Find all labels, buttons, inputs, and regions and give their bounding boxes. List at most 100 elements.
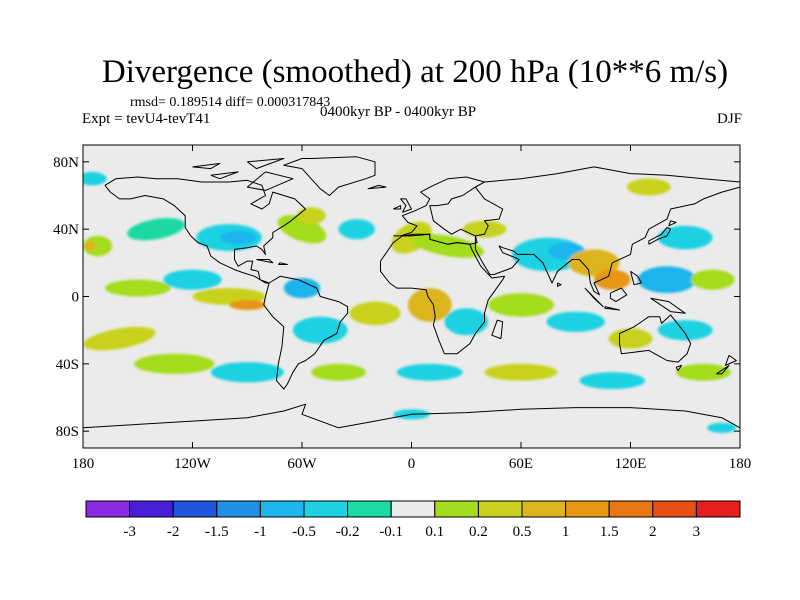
colorbar-swatch-1 — [129, 500, 174, 518]
colorbar-label-9: 0.5 — [513, 524, 532, 540]
coastline-23 — [246, 171, 294, 191]
field-blob-28 — [546, 311, 605, 332]
colorbar-label-13: 3 — [693, 524, 701, 540]
colorbar-label-10: 1 — [562, 524, 570, 540]
field-blob-9 — [412, 234, 484, 258]
field-blob-34 — [311, 363, 366, 381]
field-blob-16 — [637, 266, 697, 294]
colorbar-swatch-12 — [608, 500, 654, 518]
field-blob-31 — [83, 326, 156, 351]
field-blob-15 — [657, 225, 713, 250]
field-blob-10 — [462, 220, 507, 238]
coastline-13 — [668, 220, 677, 227]
field-blob-7 — [338, 219, 375, 240]
coastlines — [83, 156, 740, 429]
colorbar-label-1: -2 — [167, 524, 180, 540]
field-blob-14 — [594, 269, 631, 290]
colorbar: -3 -2 -1.5 -1 -0.5 -0.2 -0.1 0.1 0.2 0.5 1 1.5 2 3 — [85, 500, 741, 540]
coastline-17 — [491, 319, 504, 340]
coastline-15 — [393, 205, 402, 210]
x-tick-label-3: 0 — [408, 456, 416, 472]
coastline-22 — [277, 262, 288, 265]
coastline-26 — [247, 158, 285, 170]
coastline-7 — [83, 403, 740, 429]
coastline-28 — [675, 365, 683, 372]
colorbar-swatch-7 — [390, 500, 436, 518]
colorbar-swatch-11 — [565, 500, 610, 518]
coastline-20 — [716, 365, 730, 375]
colorbar-swatch-6 — [347, 500, 392, 518]
coastline-2 — [263, 275, 349, 390]
field-blob-24 — [349, 301, 401, 326]
field-blob-30 — [657, 320, 713, 341]
field-blob-35 — [396, 363, 463, 381]
colorbar-label-7: 0.1 — [425, 524, 444, 540]
experiment-label: Expt = tevU4-tevT41 — [82, 111, 211, 127]
field-blob-4 — [219, 230, 257, 245]
colorbar-label-3: -1 — [254, 524, 267, 540]
colorbar-label-2: -1.5 — [205, 524, 229, 540]
y-tick-label-2: 0 — [72, 290, 80, 306]
coastline-9 — [604, 306, 620, 311]
page-title: Divergence (smoothed) at 200 hPa (10**6 … — [101, 54, 729, 90]
field-blob-27 — [488, 293, 554, 317]
coastline-0 — [104, 176, 307, 284]
field-blob-17 — [690, 269, 735, 290]
coastline-18 — [557, 282, 562, 287]
field-blob-21 — [229, 299, 266, 310]
x-tick-label-4: 60E — [509, 456, 533, 472]
field-blob-22 — [283, 277, 321, 299]
period-label: 0400kyr BP - 0400kyr BP — [320, 104, 477, 120]
coastline-27 — [630, 270, 642, 286]
field-blob-26 — [444, 308, 489, 336]
field-blob-18 — [104, 279, 171, 297]
field-blob-37 — [579, 372, 646, 390]
coastline-19 — [724, 354, 737, 366]
coastline-24 — [210, 171, 239, 180]
colorbar-swatch-10 — [521, 500, 567, 518]
field-blob-23 — [292, 316, 348, 344]
field-blob-32 — [134, 353, 215, 374]
colorbar-swatch-3 — [216, 500, 261, 518]
x-tick-label-6: 180 — [729, 456, 752, 472]
y-axis: 80N 40N 0 40S 80S — [53, 155, 740, 440]
field-blob-13 — [568, 249, 620, 277]
stats-label: rmsd= 0.189514 diff= 0.000317843 — [130, 95, 331, 110]
colorbar-swatch-4 — [259, 500, 305, 518]
field-blob-29 — [608, 328, 653, 349]
colorbar-label-5: -0.2 — [336, 524, 360, 540]
x-tick-label-1: 120W — [174, 456, 212, 472]
field-blob-0 — [83, 235, 113, 257]
coastline-10 — [609, 287, 628, 303]
colorbar-label-12: 2 — [649, 524, 657, 540]
colorbar-swatch-0 — [85, 500, 131, 518]
field-blob-1 — [84, 240, 96, 252]
y-tick-label-3: 40S — [56, 357, 79, 373]
coastline-21 — [256, 259, 274, 264]
coastline-5 — [474, 166, 740, 296]
coastline-25 — [192, 163, 221, 170]
colorbar-label-11: 1.5 — [600, 524, 619, 540]
season-label: DJF — [716, 111, 742, 127]
field-blob-25 — [407, 288, 452, 322]
colorbar-swatch-9 — [477, 500, 523, 518]
colorbar-swatch-13 — [652, 500, 697, 518]
colorbar-swatch-8 — [434, 500, 479, 518]
coastline-14 — [400, 198, 412, 213]
colorbar-swatch-5 — [303, 500, 349, 518]
coastline-16 — [367, 184, 387, 190]
colorbar-label-6: -0.1 — [379, 524, 403, 540]
x-tick-label-2: 60W — [287, 456, 317, 472]
x-tick-label-0: 180 — [72, 456, 95, 472]
coastline-4 — [380, 233, 506, 355]
colorbar-swatch-2 — [172, 500, 218, 518]
field-blob-38 — [676, 363, 731, 381]
divergence-field — [83, 171, 737, 433]
field-blob-41 — [83, 171, 107, 186]
coastline-6 — [619, 314, 692, 363]
colorbar-label-8: 0.2 — [469, 524, 488, 540]
coastline-1 — [283, 156, 376, 196]
field-blob-42 — [626, 178, 671, 196]
coastline-8 — [584, 287, 604, 308]
